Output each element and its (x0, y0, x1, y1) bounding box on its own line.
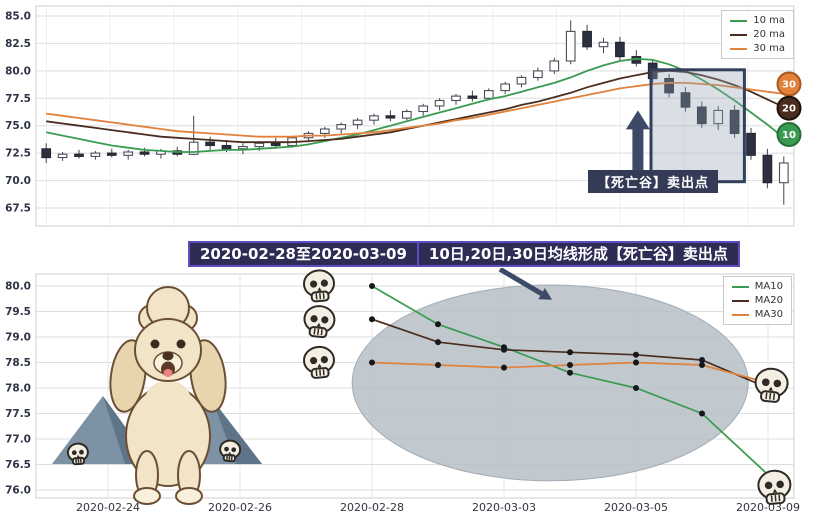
ma20-line-swatch (730, 33, 748, 36)
svg-text:2020-03-05: 2020-03-05 (604, 501, 668, 514)
legend-label: 20 ma (753, 29, 785, 40)
banner: 2020-02-28至2020-03-09 10日,20日,30日均线形成【死亡… (188, 241, 740, 268)
svg-text:10: 10 (782, 130, 796, 141)
svg-text:67.5: 67.5 (5, 203, 31, 215)
poodle-dog-illustration (109, 286, 227, 505)
candlestick-series (41, 20, 789, 205)
svg-text:77.5: 77.5 (5, 93, 31, 105)
skull-icon (303, 345, 335, 379)
legend-item-ma20: 20 ma (730, 29, 785, 40)
legend-label: MA30 (754, 309, 783, 320)
svg-text:2020-02-26: 2020-02-26 (208, 501, 272, 514)
svg-text:72.5: 72.5 (5, 148, 31, 160)
ma10-line-swatch (730, 19, 748, 22)
bottom-y-axis-labels: 76.0 76.5 77.0 77.5 78.0 78.5 79.0 79.5 80.0 (5, 281, 31, 497)
skull-icon (219, 439, 242, 463)
svg-text:77.0: 77.0 (5, 434, 31, 446)
svg-text:70.0: 70.0 (5, 175, 31, 187)
ma30-line-swatch (731, 313, 749, 316)
top-legend: 10 ma 20 ma 30 ma (721, 10, 794, 59)
svg-text:85.0: 85.0 (5, 11, 31, 23)
ma20-line-swatch (731, 299, 749, 302)
top-chart-svg: 67.5 70.0 72.5 75.0 77.5 80.0 82.5 85.0 30 20 10 (5, 5, 802, 227)
svg-text:80.0: 80.0 (5, 281, 31, 293)
top-candlestick-chart: 67.5 70.0 72.5 75.0 77.5 80.0 82.5 85.0 30 20 10 1… (0, 0, 822, 238)
legend-item-ma20: MA20 (731, 295, 783, 306)
arrow-into-ellipse (498, 268, 552, 300)
banner-date-range: 2020-02-28至2020-03-09 (188, 241, 419, 268)
skull-icon (303, 269, 335, 303)
svg-text:78.0: 78.0 (5, 383, 31, 395)
top-y-axis-labels: 67.5 70.0 72.5 75.0 77.5 80.0 82.5 85.0 (5, 11, 31, 215)
svg-text:2020-02-24: 2020-02-24 (76, 501, 140, 514)
skull-icon (757, 469, 792, 505)
death-valley-ellipse (351, 284, 749, 482)
svg-text:82.5: 82.5 (5, 38, 31, 50)
legend-label: 30 ma (753, 43, 785, 54)
svg-text:75.0: 75.0 (5, 120, 31, 132)
svg-text:79.5: 79.5 (5, 306, 31, 318)
svg-text:30: 30 (782, 80, 796, 91)
svg-text:79.0: 79.0 (5, 332, 31, 344)
ma10-line (46, 57, 785, 153)
legend-item-ma10: 10 ma (730, 15, 785, 26)
svg-text:76.0: 76.0 (5, 485, 31, 497)
legend-item-ma10: MA10 (731, 281, 783, 292)
skull-icon (754, 367, 789, 403)
arrow-up-icon (625, 110, 650, 188)
svg-text:2020-03-09: 2020-03-09 (736, 501, 800, 514)
svg-text:2020-03-03: 2020-03-03 (472, 501, 536, 514)
ma30-line-swatch (730, 47, 748, 50)
svg-text:20: 20 (782, 104, 796, 115)
bottom-x-axis-labels: 2020-02-24 2020-02-26 2020-02-28 2020-03-03… (76, 501, 800, 514)
bottom-ma-line-chart: 76.0 76.5 77.0 77.5 78.0 78.5 79.0 79.5 80.0 2020… (0, 268, 822, 520)
ma-end-badges: 30 20 10 (776, 71, 802, 147)
death-valley-annotation-label: 【死亡谷】卖出点 (588, 170, 719, 193)
bottom-legend: MA10 MA20 MA30 (722, 276, 792, 325)
skull-icon (66, 442, 89, 466)
svg-text:77.5: 77.5 (5, 408, 31, 420)
svg-text:2020-02-28: 2020-02-28 (340, 501, 404, 514)
svg-text:76.5: 76.5 (5, 459, 31, 471)
legend-item-ma30: MA30 (731, 309, 783, 320)
legend-label: MA10 (754, 281, 783, 292)
banner-description: 10日,20日,30日均线形成【死亡谷】卖出点 (416, 241, 740, 268)
svg-text:78.5: 78.5 (5, 357, 31, 369)
skull-icon (303, 305, 336, 339)
legend-label: MA20 (754, 295, 783, 306)
death-valley-rect (649, 68, 746, 184)
legend-item-ma30: 30 ma (730, 43, 785, 54)
bottom-chart-svg: 76.0 76.5 77.0 77.5 78.0 78.5 79.0 79.5 80.0 2020… (5, 268, 800, 514)
legend-label: 10 ma (753, 15, 785, 26)
svg-text:80.0: 80.0 (5, 65, 31, 77)
ma10-line-swatch (731, 285, 749, 288)
ma30-line (46, 82, 784, 138)
